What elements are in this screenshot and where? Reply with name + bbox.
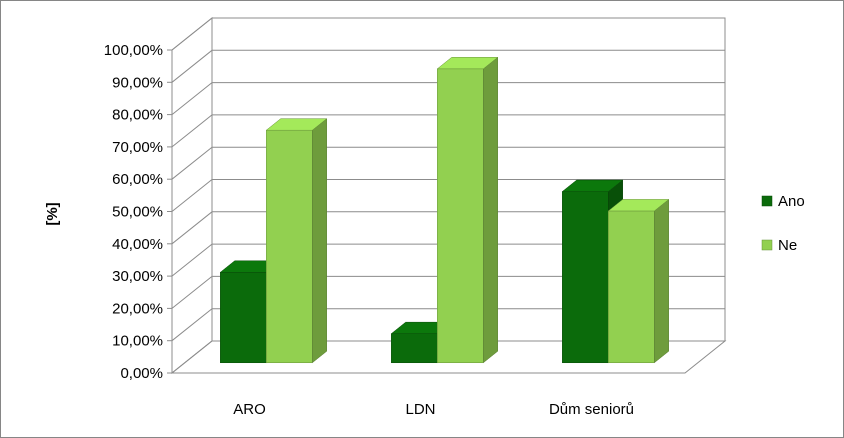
bars <box>219 56 670 364</box>
bar-ne-side <box>483 56 498 364</box>
x-tick-label: LDN <box>405 401 435 418</box>
bar-ne-side <box>312 118 327 364</box>
gridline <box>171 340 725 374</box>
x-tick-labels: ARO LDN Dům seniorů <box>233 401 634 418</box>
bar-ano-front <box>391 333 438 364</box>
y-tick-label: 40,00% <box>112 236 163 253</box>
gridline <box>171 49 725 83</box>
bar-ne-front <box>608 210 655 364</box>
gridline <box>171 114 725 148</box>
bar-ne-top <box>436 57 499 70</box>
legend-swatch-ano <box>761 195 773 207</box>
y-tick-label: 50,00% <box>112 204 163 221</box>
y-tick-label: 90,00% <box>112 74 163 91</box>
gridline <box>171 308 725 342</box>
x-tick-label: ARO <box>233 401 266 418</box>
bar-ne-side <box>654 198 669 364</box>
gridline <box>171 82 725 115</box>
bar-ano-front <box>220 272 267 364</box>
y-tick-labels: 0,00% 10,00% 20,00% 30,00% 40,00% 50,00% 60,00… <box>104 42 163 382</box>
gridline <box>171 179 725 212</box>
y-tick-label: 30,00% <box>112 268 163 285</box>
bar-ano-front <box>562 191 609 364</box>
bar-ne-top <box>607 199 670 212</box>
y-tick-label: 70,00% <box>112 139 163 156</box>
gridline <box>171 275 725 309</box>
y-tick-label: 80,00% <box>112 107 163 124</box>
x-tick-label: Dům seniorů <box>549 401 634 418</box>
y-tick-label: 60,00% <box>112 171 163 188</box>
gridline <box>171 211 725 245</box>
y-axis-label: [%] <box>44 202 61 225</box>
bar-ne-front <box>437 68 484 364</box>
legend-label-ne: Ne <box>778 237 797 254</box>
gridline <box>171 17 725 51</box>
bar-ano-top <box>561 179 624 192</box>
legend: Ano Ne <box>761 193 805 254</box>
bar-ne-top <box>265 118 328 131</box>
y-tick-label: 20,00% <box>112 300 163 317</box>
gridline <box>171 146 725 180</box>
gridline <box>171 243 725 277</box>
legend-label-ano: Ano <box>778 193 805 210</box>
y-tick-label: 10,00% <box>112 333 163 350</box>
legend-swatch-ne <box>761 239 773 251</box>
gridlines <box>167 17 725 374</box>
y-tick-label: 0,00% <box>120 365 163 382</box>
y-tick-label: 100,00% <box>104 42 163 59</box>
bar-ne-front <box>266 129 313 364</box>
